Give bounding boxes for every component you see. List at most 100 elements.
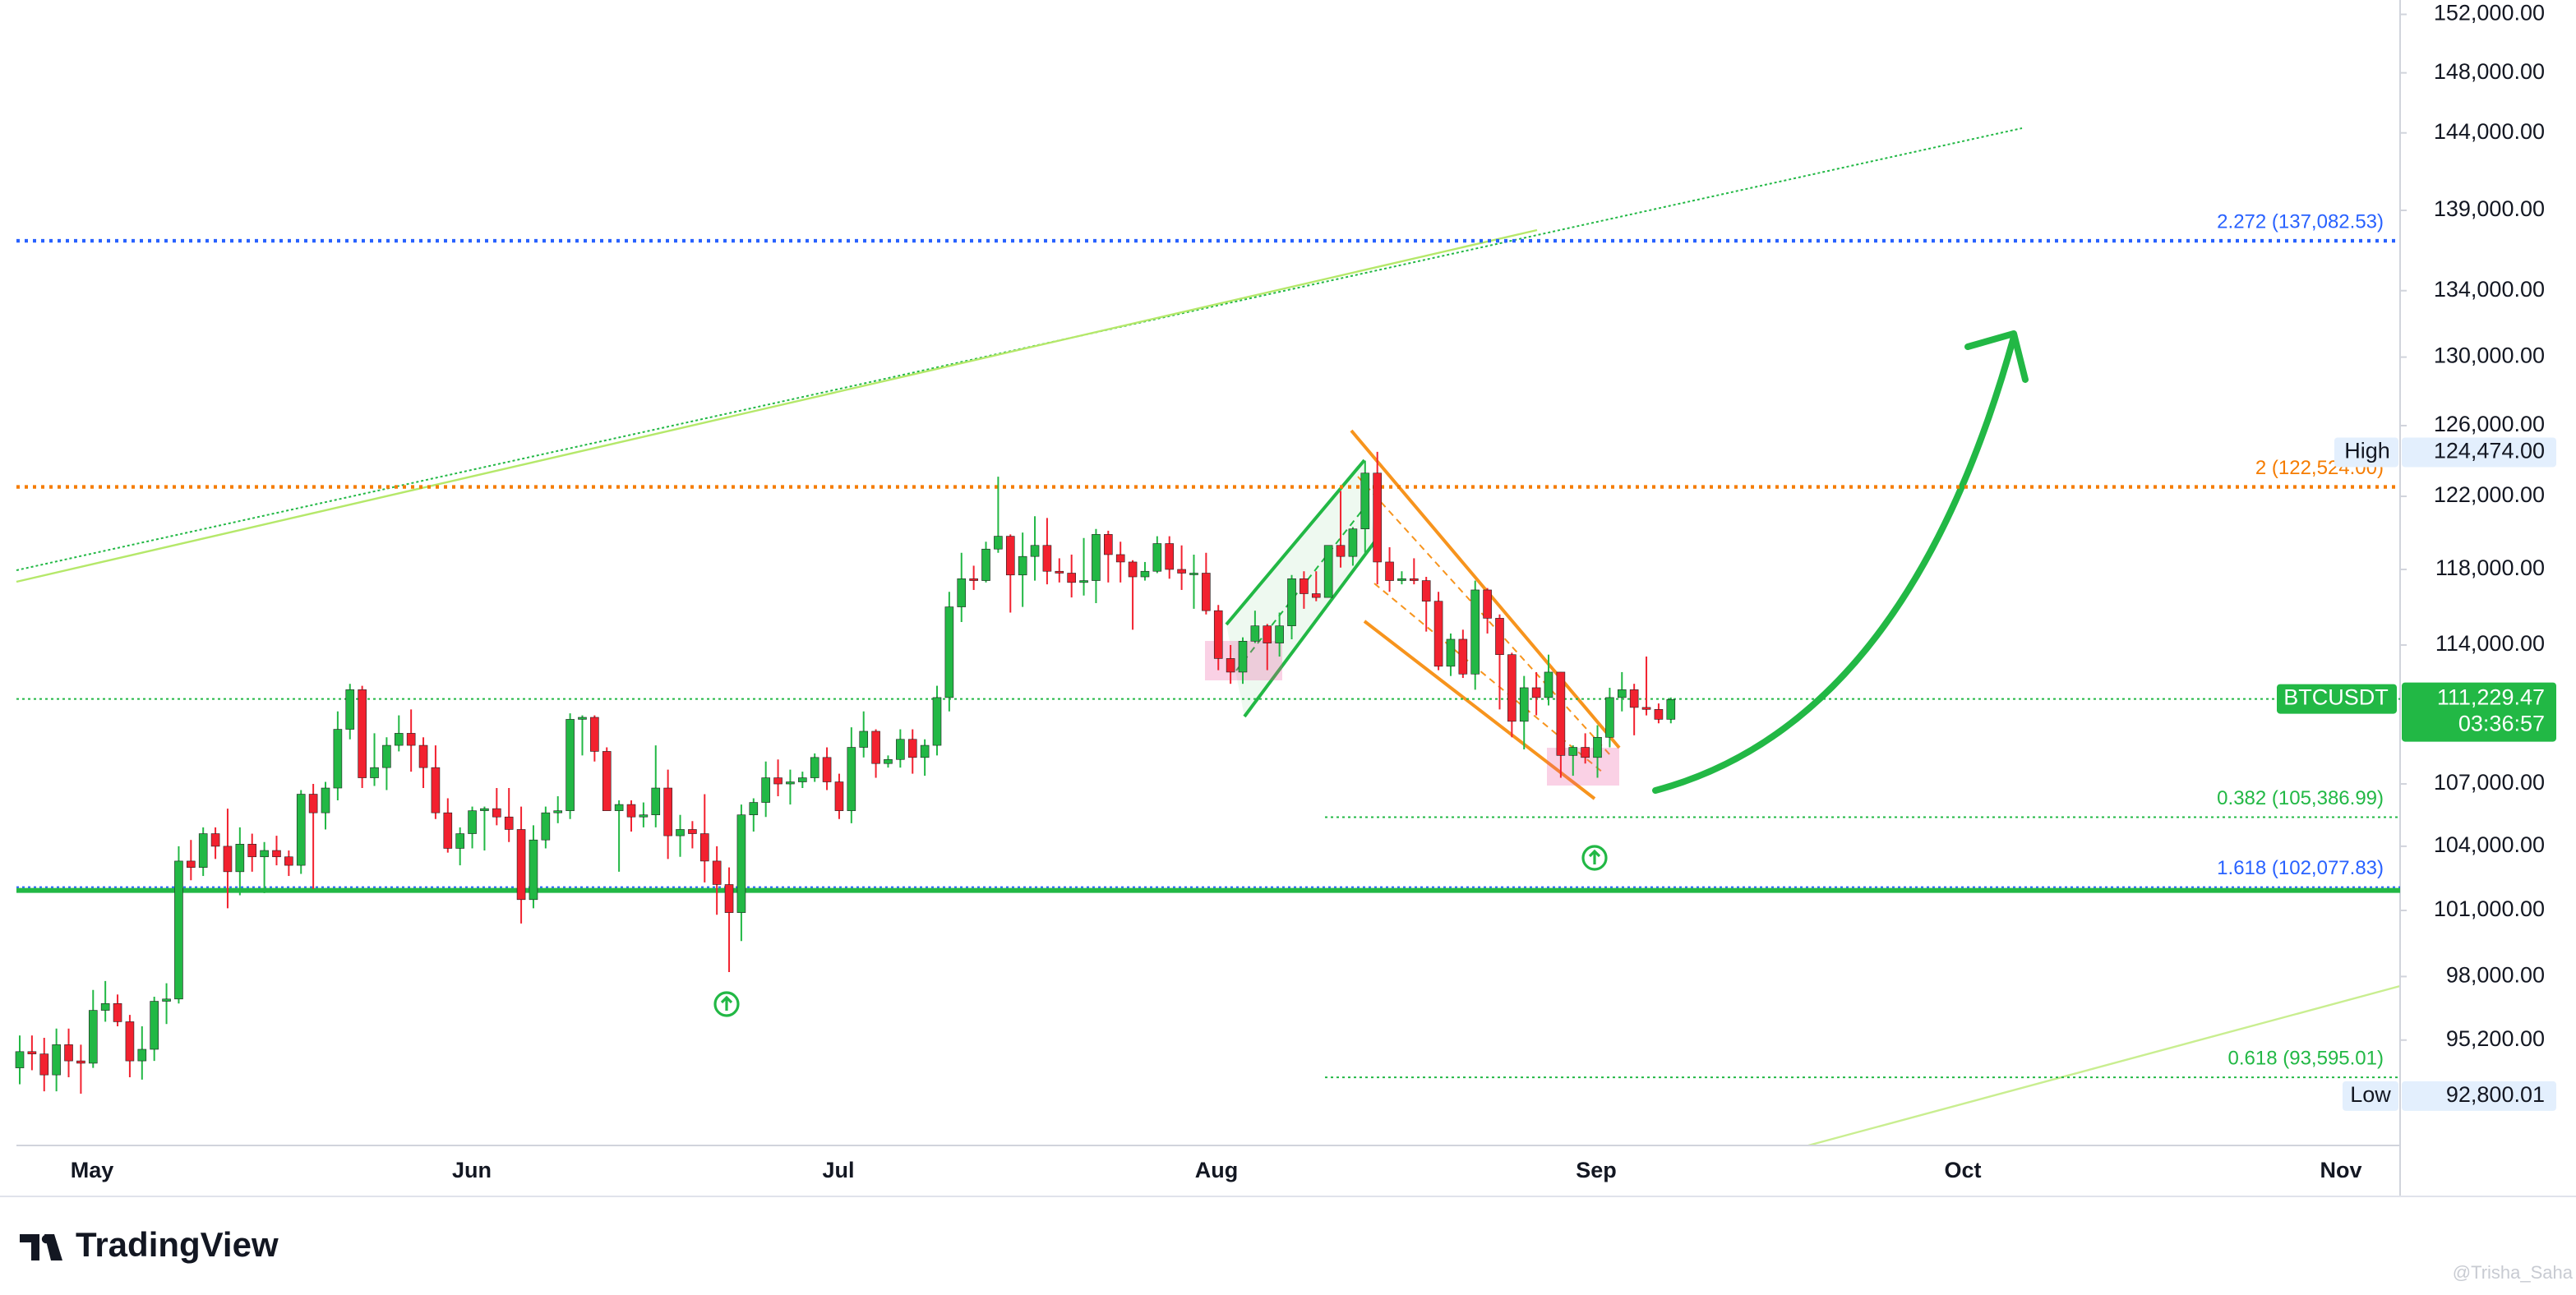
- y-tick-label: 130,000.00: [2434, 343, 2545, 368]
- candle-body: [541, 812, 551, 841]
- candle-body: [1470, 589, 1480, 675]
- candle-body: [1360, 472, 1370, 529]
- candle-body: [1189, 573, 1198, 575]
- candle-body: [1165, 543, 1175, 570]
- candle-body: [1617, 689, 1627, 698]
- candle-body: [1446, 638, 1456, 667]
- x-tick-label: Oct: [1944, 1158, 1981, 1182]
- y-tick-label: 107,000.00: [2434, 770, 2545, 795]
- candle-body: [1300, 578, 1309, 594]
- candle-body: [345, 689, 355, 730]
- candle-body: [1202, 573, 1211, 611]
- candle-body: [1140, 570, 1150, 578]
- y-tick-label: 144,000.00: [2434, 119, 2545, 144]
- candle-body: [162, 998, 171, 1002]
- candle-body: [1005, 536, 1015, 576]
- candle-body: [859, 730, 869, 748]
- candle-body: [137, 1048, 147, 1062]
- candle-body: [1531, 687, 1541, 698]
- candle-body: [455, 833, 464, 849]
- candle-body: [1629, 689, 1639, 708]
- candle-body: [1458, 638, 1468, 675]
- candle-body: [907, 739, 917, 758]
- candle-body: [626, 804, 636, 818]
- candle-body: [308, 794, 318, 813]
- candle-body: [1483, 589, 1492, 619]
- candle-body: [1311, 593, 1321, 598]
- candle-body: [1042, 545, 1052, 572]
- candle-body: [1410, 578, 1419, 581]
- candle-body: [1275, 625, 1284, 643]
- channel-line: [1350, 429, 1621, 749]
- low-label-box: [2343, 1081, 2398, 1111]
- candle-body: [834, 781, 844, 811]
- trend-line: [1807, 984, 2401, 1147]
- candle-body: [125, 1021, 135, 1062]
- candle-body: [822, 757, 832, 782]
- candle-body: [516, 829, 526, 901]
- candle-body: [1055, 570, 1064, 574]
- candle-body: [370, 767, 379, 778]
- candle-body: [1385, 561, 1394, 581]
- candle-body: [1336, 545, 1346, 557]
- candle-body: [578, 717, 587, 720]
- last-price-box: [2402, 682, 2556, 742]
- candle-body: [798, 777, 807, 782]
- brand-logo: TradingView: [20, 1225, 279, 1264]
- candle-body: [1519, 687, 1529, 722]
- candle-body: [1128, 561, 1138, 578]
- candle-body: [896, 739, 905, 760]
- candle-body: [1250, 625, 1260, 642]
- candle-body: [260, 850, 269, 858]
- candle-body: [749, 802, 759, 815]
- candle-body: [52, 1044, 61, 1076]
- candle-body: [786, 781, 795, 785]
- candle-body: [651, 787, 661, 815]
- candle-body: [920, 744, 930, 758]
- candle-body: [100, 1002, 110, 1011]
- watermark: @Trisha_Saha: [2453, 1262, 2574, 1283]
- candle-body: [296, 794, 306, 866]
- candle-body: [1348, 528, 1358, 557]
- candle-body: [1581, 747, 1590, 758]
- candle-body: [1556, 671, 1566, 756]
- signal-icon: [1581, 845, 1608, 871]
- candle-body: [492, 808, 501, 818]
- candle-body: [1397, 578, 1406, 581]
- candle-body: [553, 810, 563, 813]
- level-label: 0.618 (93,595.01): [2228, 1047, 2384, 1069]
- candle-body: [590, 717, 599, 752]
- candle-body: [504, 816, 514, 830]
- candle-body: [235, 844, 245, 873]
- candle-body: [602, 751, 612, 811]
- y-tick-label: 139,000.00: [2434, 196, 2545, 221]
- candle-body: [981, 548, 990, 581]
- x-tick-label: Nov: [2320, 1158, 2361, 1182]
- candle-body: [468, 810, 477, 834]
- candle-body: [406, 733, 416, 746]
- candle-body: [1287, 578, 1296, 626]
- candle-body: [187, 860, 196, 868]
- candle-body: [871, 730, 880, 764]
- candle-body: [39, 1053, 49, 1076]
- candle-body: [712, 860, 722, 885]
- last-price-label: 111,229.47: [2437, 685, 2545, 710]
- high-value: 124,474.00: [2434, 439, 2545, 463]
- candle-body: [1177, 569, 1186, 574]
- candle-body: [382, 744, 391, 768]
- candle-body: [88, 1010, 98, 1064]
- candle-body: [1067, 573, 1076, 583]
- candle-body: [1226, 658, 1235, 673]
- candle-body: [1115, 554, 1125, 563]
- candle-body: [113, 1002, 122, 1022]
- level-label: 1.618 (102,077.83): [2217, 857, 2384, 879]
- candle-body: [847, 747, 856, 811]
- candle-body: [688, 829, 697, 834]
- candle-body: [1605, 697, 1614, 738]
- candle-body: [529, 839, 538, 901]
- candle-body: [443, 812, 453, 849]
- candle-body: [15, 1051, 25, 1068]
- high-label-box: [2334, 437, 2398, 468]
- candle-body: [1092, 534, 1101, 581]
